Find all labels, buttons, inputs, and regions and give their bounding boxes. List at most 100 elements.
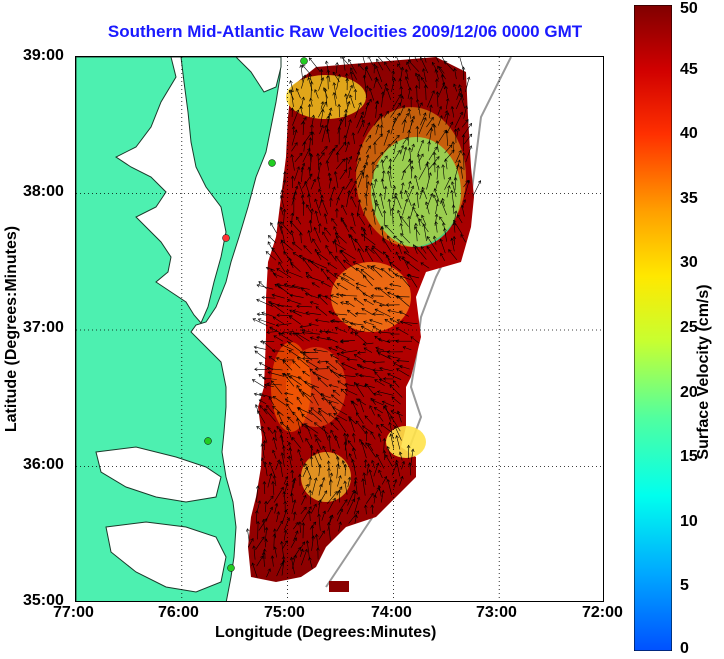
velocity-vector [338,104,340,118]
velocity-vector-head [309,173,313,177]
velocity-vector-head [313,503,317,508]
velocity-vector [454,164,459,181]
velocity-vector-head [298,521,302,525]
radar-station-green [300,57,308,65]
velocity-vector [331,394,346,407]
velocity-vector-head [326,269,330,273]
velocity-vector-head [276,511,280,515]
velocity-vector-head [407,129,411,134]
velocity-vector [402,199,408,216]
velocity-vector-head [276,268,280,272]
velocity-vector-head [429,127,434,132]
velocity-vector [281,240,286,254]
velocity-vector-head [257,410,261,414]
velocity-vector-head [350,67,354,71]
velocity-vector [314,422,329,435]
velocity-vector-head [353,297,358,301]
velocity-vector-head [387,354,391,359]
velocity-vector [314,198,322,216]
velocity-vector [263,519,266,533]
velocity-vector [444,228,447,242]
velocity-vector-head [347,190,351,194]
velocity-vector-head [384,155,388,159]
velocity-vector-head [361,226,365,231]
velocity-vector-head [303,494,307,499]
velocity-vector [282,179,286,190]
velocity-vector-head [371,245,376,249]
velocity-vector-head [378,378,383,382]
velocity-vector-head [268,356,273,360]
velocity-vector-head [382,437,387,442]
velocity-vector [463,105,468,119]
velocity-vector [418,163,428,180]
velocity-vector-head [423,117,427,121]
velocity-vector [396,360,410,362]
velocity-vector [338,374,356,377]
velocity-vector [324,213,328,224]
velocity-vector-head [261,551,266,556]
velocity-vector-head [309,336,314,340]
velocity-vector [410,166,413,179]
velocity-vector [385,454,393,467]
velocity-vector [316,449,322,461]
velocity-vector [308,230,312,244]
velocity-vector-head [401,460,405,465]
map-panel[interactable] [75,56,604,602]
velocity-vector-head [392,77,396,82]
velocity-vector-head [400,215,404,220]
velocity-vector [378,469,383,479]
velocity-map[interactable] [76,57,604,602]
velocity-vector [317,499,321,514]
velocity-vector-head [328,346,332,351]
velocity-vector-head [355,510,360,514]
velocity-vector [300,232,302,244]
velocity-vector-head [383,406,387,410]
velocity-vector-head [401,104,406,109]
velocity-vector-head [379,133,383,138]
velocity-vector-head [376,202,380,207]
velocity-vector [305,272,313,279]
velocity-vector [278,285,293,297]
velocity-vector [311,282,320,288]
velocity-vector [278,333,293,343]
velocity-vector-head [344,499,348,503]
velocity-vector [321,393,329,404]
velocity-vector-head [464,105,468,109]
velocity-vector-head [337,126,342,130]
velocity-vector-head [393,478,398,483]
velocity-vector-head [292,252,297,256]
velocity-vector [354,238,365,253]
velocity-vector-head [271,293,276,298]
velocity-vector-head [364,193,368,197]
velocity-vector-head [300,166,305,170]
velocity-vector [314,89,319,99]
velocity-vector [335,158,345,170]
velocity-vector-head [258,392,263,397]
velocity-vector-head [346,100,351,105]
velocity-vector [332,241,346,251]
velocity-vector [257,313,267,316]
velocity-vector-head [380,151,384,156]
velocity-vector [326,160,329,171]
velocity-vector [327,148,336,161]
velocity-vector [344,383,355,387]
velocity-vector-head [404,68,409,73]
velocity-vector [423,223,427,242]
velocity-vector [384,404,391,422]
velocity-vector [407,130,410,146]
velocity-vector-head [254,404,259,408]
velocity-vector [357,144,362,155]
velocity-vector-head [329,251,333,255]
velocity-vector-head [432,194,437,198]
velocity-vector-head [301,522,306,526]
velocity-vector [268,301,284,308]
velocity-vector-head [345,433,350,437]
velocity-vector-head [387,291,391,295]
velocity-vector [394,193,402,209]
velocity-vector [299,521,301,533]
velocity-vector-head [324,330,329,335]
velocity-vector [301,495,307,505]
velocity-vector [362,122,370,137]
velocity-vector-head [323,490,328,494]
velocity-vector [309,73,312,83]
